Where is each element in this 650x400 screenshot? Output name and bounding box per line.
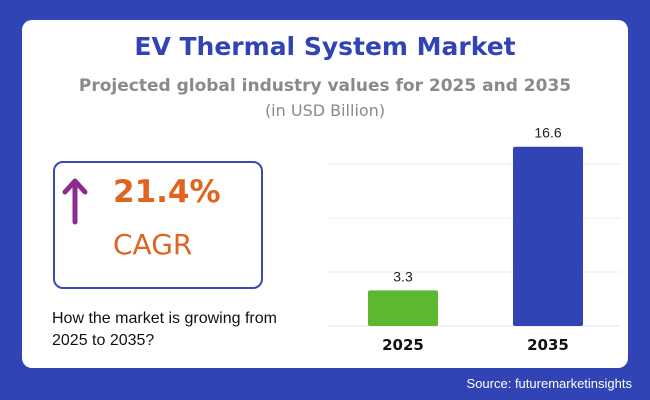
x-tick-label: 2035 xyxy=(527,336,569,354)
subtitle: Projected global industry values for 202… xyxy=(78,76,572,96)
arrow-up-icon xyxy=(62,178,88,225)
unit-label: (in USD Billion) xyxy=(264,101,386,120)
question-text: How the market is growing from 2025 to 2… xyxy=(52,310,277,349)
data-label: 3.3 xyxy=(393,268,413,284)
data-label: 16.6 xyxy=(534,125,561,141)
page-title: EV Thermal System Market xyxy=(134,32,516,61)
cagr-value: 21.4% xyxy=(113,174,221,210)
source-text: Source: futuremarketinsights xyxy=(466,376,632,391)
cagr-box xyxy=(53,161,263,289)
cagr-label: CAGR xyxy=(113,228,193,261)
bar-2025 xyxy=(368,290,438,326)
bar-2035 xyxy=(513,146,583,326)
x-tick-label: 2025 xyxy=(382,336,424,354)
